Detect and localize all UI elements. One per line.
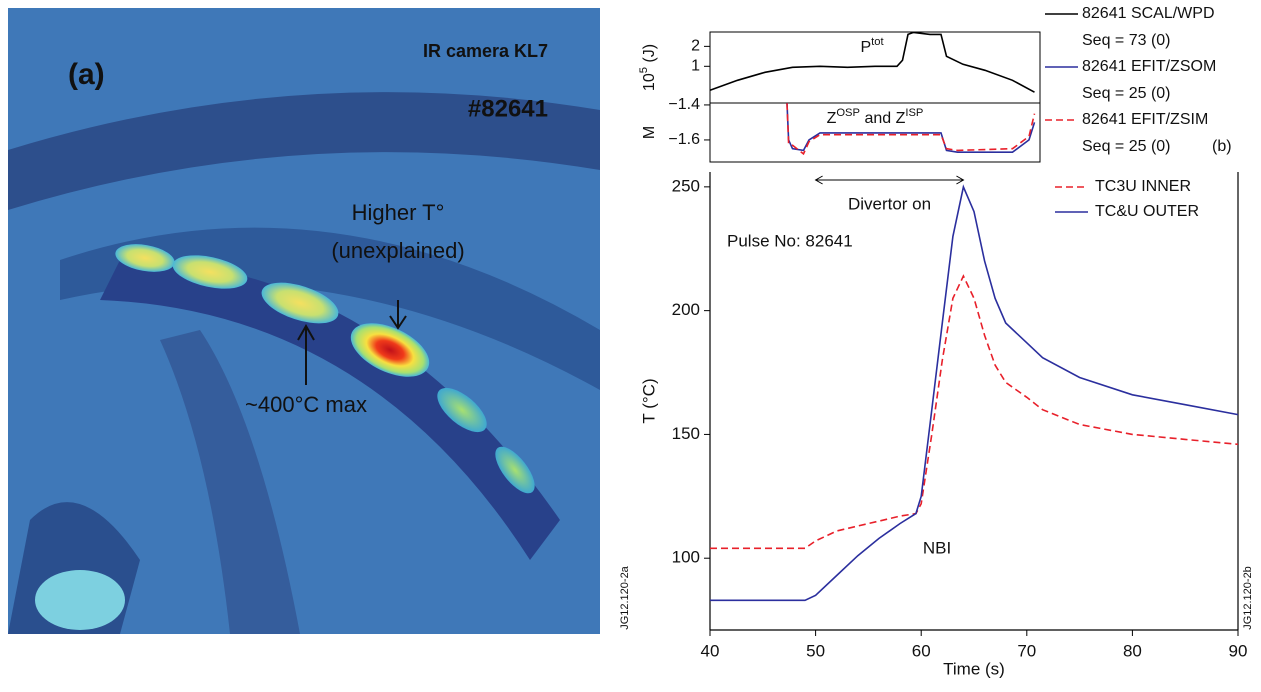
data-line (786, 103, 1036, 153)
x-tick-label: 60 (912, 641, 931, 660)
label-part: ISP (905, 107, 923, 119)
figure-code: JG12.120-2a (619, 565, 631, 629)
label-part: 5 (638, 67, 650, 73)
legend-label: 82641 EFIT/ZSIM (1082, 111, 1208, 128)
data-line (710, 274, 1239, 550)
label: Ptot (860, 36, 884, 56)
label-part: and Z (860, 110, 906, 127)
legend-seq: Seq = 25 (0) (1082, 85, 1171, 102)
x-axis-label: Time (s) (943, 659, 1005, 678)
legend-label: 82641 EFIT/ZSOM (1082, 58, 1216, 75)
x-tick-label: 50 (806, 641, 825, 660)
y-tick-label: 2 (691, 38, 700, 55)
y-axis-label: T (°C) (639, 378, 658, 423)
ir-image: (a) IR camera KL7 #82641 Higher T° (unex… (8, 8, 631, 634)
figure-code: JG12.120-2b (1242, 566, 1254, 630)
label-part: M (641, 126, 658, 139)
label-part: tot (871, 36, 884, 48)
panel-label: (a) (68, 58, 105, 91)
image-caption: #82641 (468, 95, 548, 122)
label-part: OSP (836, 107, 860, 119)
annotation: Pulse No: 82641 (727, 231, 853, 250)
x-tick-label: 70 (1017, 641, 1036, 660)
x-tick-label: 90 (1229, 641, 1248, 660)
legend-label: TC&U OUTER (1095, 203, 1199, 220)
y-tick-label: 200 (672, 300, 700, 319)
y-tick-label: 150 (672, 424, 700, 443)
label: M (641, 126, 658, 139)
label: 105 (J) (638, 44, 658, 91)
data-line (710, 184, 1239, 602)
arrow-head (814, 175, 965, 185)
x-tick-label: 40 (701, 641, 720, 660)
y-tick-label: 100 (672, 548, 700, 567)
legend-seq: Seq = 25 (0) (1082, 138, 1171, 155)
label-part: (J) (641, 44, 658, 67)
y-tick-label: 1 (691, 58, 700, 75)
legend-seq: Seq = 73 (0) (1082, 32, 1171, 49)
panel-label: (b) (1212, 138, 1232, 155)
data-line (709, 31, 1035, 93)
x-tick-label: 80 (1123, 641, 1142, 660)
annotation: NBI (923, 538, 951, 557)
y-tick-label: −1.6 (668, 131, 700, 148)
label-part: 10 (641, 73, 658, 91)
label-part: Z (827, 110, 837, 127)
legend-label: TC3U INNER (1095, 178, 1191, 195)
y-tick-label: 250 (672, 176, 700, 195)
inset-frame (709, 102, 1041, 163)
label-part: P (860, 39, 871, 56)
data-line (786, 103, 1036, 156)
annotation: Higher T° (352, 200, 445, 225)
legend-label: 82641 SCAL/WPD (1082, 5, 1215, 22)
annotation: (unexplained) (331, 238, 464, 263)
image-caption: IR camera KL7 (423, 41, 548, 61)
y-tick-label: −1.4 (668, 96, 700, 113)
annotation: Divertor on (848, 194, 931, 213)
annotation: ~400°C max (245, 392, 367, 417)
label: ZOSP and ZISP (827, 107, 924, 127)
